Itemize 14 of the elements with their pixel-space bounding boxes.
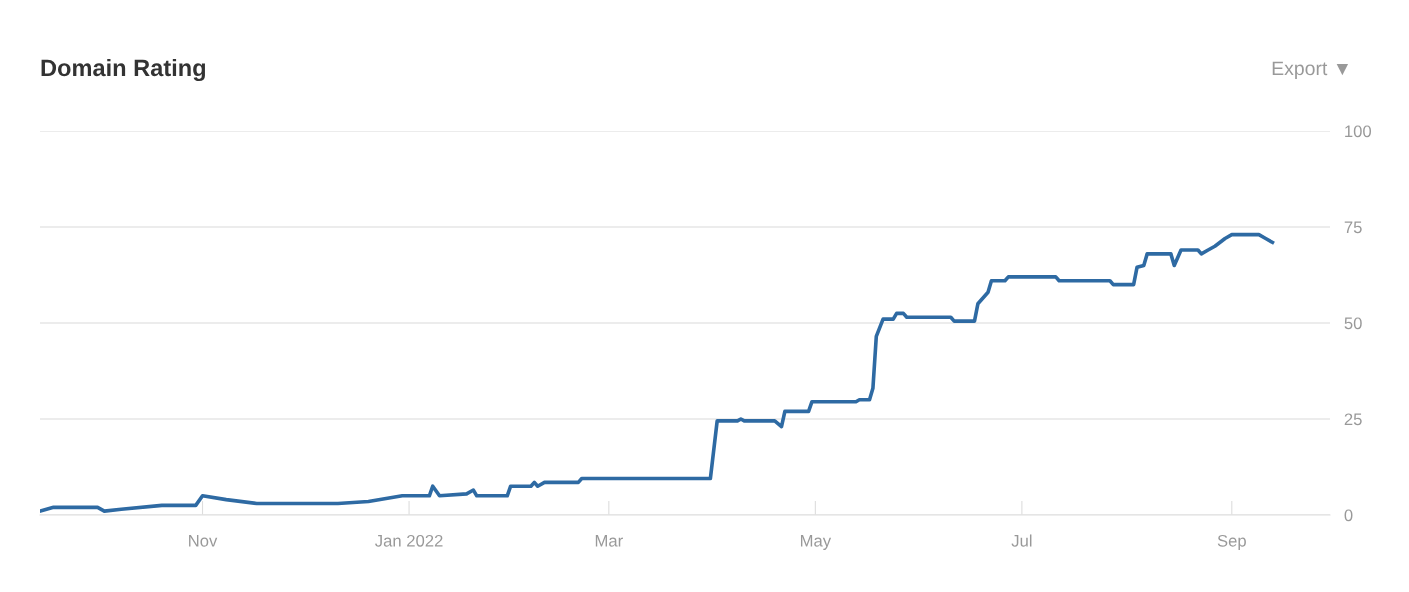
x-tick-label: Nov: [189, 535, 218, 547]
y-tick-label: 100: [1345, 125, 1372, 138]
x-tick-label: May: [800, 535, 832, 550]
x-tick-label: Jan 2022: [375, 534, 443, 547]
y-tick-label: 25: [1344, 413, 1362, 426]
y-tick-label: 75: [1344, 221, 1362, 234]
line-series: [40, 232, 1275, 513]
y-tick-label: 0: [1344, 509, 1353, 522]
x-tick-label: Mar: [595, 535, 623, 547]
x-tick-label: Jul: [1011, 534, 1032, 547]
x-tick-label: Sep: [1217, 534, 1246, 550]
chart-title: Domain Rating: [41, 58, 206, 82]
text: Export ▼: [1272, 61, 1349, 80]
y-tick-label: 50: [1344, 317, 1362, 330]
